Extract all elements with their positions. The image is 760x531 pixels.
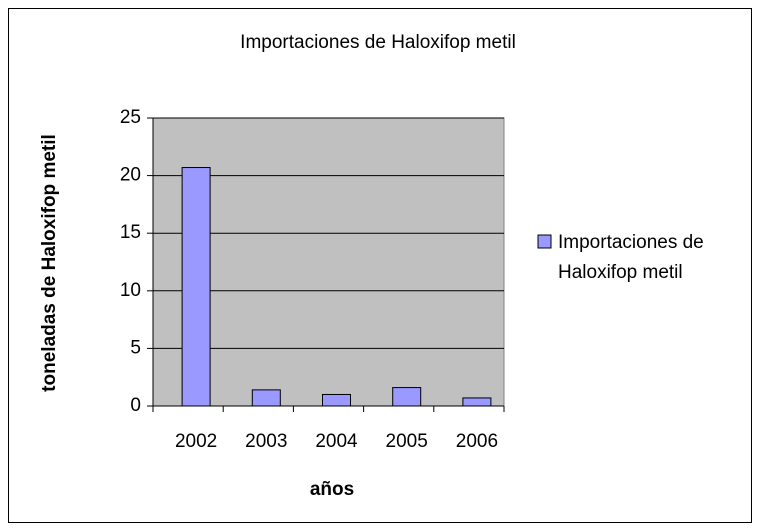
x-tick-label: 2002 [175, 431, 217, 452]
plot-area [152, 117, 505, 407]
bar [392, 387, 422, 407]
x-tick-label: 2004 [315, 431, 358, 452]
legend-swatch [537, 234, 552, 249]
y-axis-label: toneladas de Haloxifop metil [39, 134, 60, 392]
chart-title: Importaciones de Haloxifop metil [240, 32, 516, 53]
bar [181, 167, 211, 407]
y-tick-label: 15 [120, 222, 141, 243]
y-tick-label: 20 [120, 165, 141, 186]
y-tick-label: 5 [130, 337, 141, 358]
x-tick-label: 2003 [245, 431, 287, 452]
x-axis-label: años [310, 479, 354, 500]
legend-label: Importaciones de Haloxifop metil [558, 232, 704, 283]
y-tick-label: 10 [120, 280, 141, 301]
y-tick-label: 25 [120, 107, 141, 128]
bar [251, 389, 281, 407]
bar [462, 397, 492, 407]
x-tick-label: 2006 [456, 431, 498, 452]
bar [322, 393, 351, 407]
x-tick-label: 2005 [386, 431, 428, 452]
y-tick-label: 0 [130, 395, 141, 416]
